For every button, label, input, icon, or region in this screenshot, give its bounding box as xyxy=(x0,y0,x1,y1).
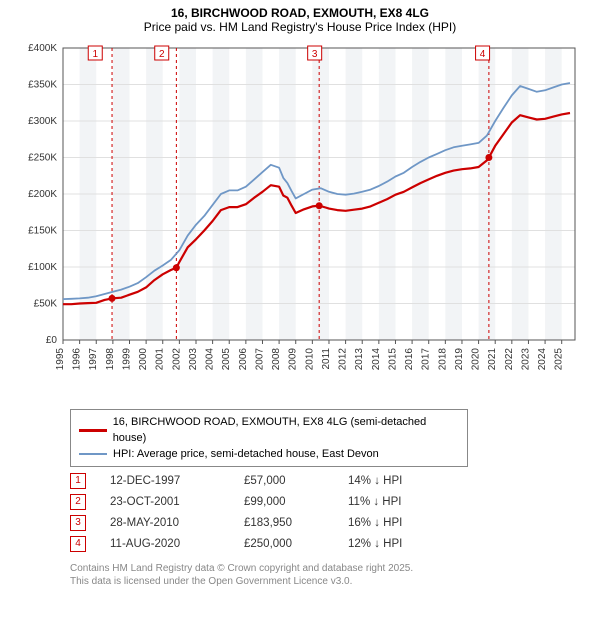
svg-text:2022: 2022 xyxy=(504,348,515,371)
price-chart-svg: £0 £50K £100K £150K £200K £250K £300K £350K £400… xyxy=(15,38,585,398)
legend: 16, BIRCHWOOD ROAD, EXMOUTH, EX8 4LG (se… xyxy=(70,409,468,467)
title-subtitle: Price paid vs. HM Land Registry's House … xyxy=(0,20,600,34)
svg-text:2007: 2007 xyxy=(254,348,265,371)
svg-text:2009: 2009 xyxy=(288,348,299,371)
footer-line2: This data is licensed under the Open Gov… xyxy=(70,575,570,588)
svg-text:1996: 1996 xyxy=(72,348,83,371)
footer-line1: Contains HM Land Registry data © Crown c… xyxy=(70,562,570,575)
svg-text:£300K: £300K xyxy=(28,116,57,127)
sale-row: 3 28-MAY-2010 £183,950 16% ↓ HPI xyxy=(70,515,600,531)
sale-price: £250,000 xyxy=(244,538,324,550)
svg-text:2006: 2006 xyxy=(238,348,249,371)
title-block: 16, BIRCHWOOD ROAD, EXMOUTH, EX8 4LG Pri… xyxy=(0,0,600,38)
svg-text:1999: 1999 xyxy=(121,348,132,371)
chart-area: £0 £50K £100K £150K £200K £250K £300K £350K £400… xyxy=(15,38,585,401)
svg-text:£400K: £400K xyxy=(28,43,57,54)
sale-date: 12-DEC-1997 xyxy=(110,475,220,487)
sale-delta: 14% ↓ HPI xyxy=(348,475,438,487)
svg-text:2: 2 xyxy=(159,49,165,60)
chart-container: 16, BIRCHWOOD ROAD, EXMOUTH, EX8 4LG Pri… xyxy=(0,0,600,620)
svg-text:1995: 1995 xyxy=(55,348,66,371)
svg-text:£100K: £100K xyxy=(28,262,57,273)
svg-text:2012: 2012 xyxy=(338,348,349,371)
svg-text:2024: 2024 xyxy=(537,348,548,371)
svg-text:£0: £0 xyxy=(46,335,58,346)
svg-text:£250K: £250K xyxy=(28,153,57,164)
sale-price: £183,950 xyxy=(244,517,324,529)
svg-text:3: 3 xyxy=(312,49,318,60)
sale-delta: 12% ↓ HPI xyxy=(348,538,438,550)
legend-label-hpi: HPI: Average price, semi-detached house,… xyxy=(113,446,379,462)
svg-text:1: 1 xyxy=(92,49,98,60)
svg-text:£150K: £150K xyxy=(28,226,57,237)
svg-text:2014: 2014 xyxy=(371,348,382,371)
svg-text:2016: 2016 xyxy=(404,348,415,371)
sale-number-badge: 3 xyxy=(70,515,86,531)
svg-text:2010: 2010 xyxy=(304,348,315,371)
sale-delta: 16% ↓ HPI xyxy=(348,517,438,529)
sale-date: 28-MAY-2010 xyxy=(110,517,220,529)
svg-text:2001: 2001 xyxy=(155,348,166,371)
svg-text:2025: 2025 xyxy=(554,348,565,371)
svg-text:£200K: £200K xyxy=(28,189,57,200)
legend-swatch-hpi xyxy=(79,453,107,455)
svg-text:2002: 2002 xyxy=(171,348,182,371)
sale-row: 1 12-DEC-1997 £57,000 14% ↓ HPI xyxy=(70,473,600,489)
sale-number-badge: 1 xyxy=(70,473,86,489)
svg-text:2015: 2015 xyxy=(387,348,398,371)
title-address: 16, BIRCHWOOD ROAD, EXMOUTH, EX8 4LG xyxy=(0,6,600,20)
sale-number-badge: 4 xyxy=(70,536,86,552)
svg-text:2008: 2008 xyxy=(271,348,282,371)
svg-text:2013: 2013 xyxy=(354,348,365,371)
sale-number-badge: 2 xyxy=(70,494,86,510)
svg-text:2023: 2023 xyxy=(520,348,531,371)
svg-text:2005: 2005 xyxy=(221,348,232,371)
svg-text:2004: 2004 xyxy=(205,348,216,371)
sale-date: 23-OCT-2001 xyxy=(110,496,220,508)
svg-text:4: 4 xyxy=(480,49,486,60)
legend-row-hpi: HPI: Average price, semi-detached house,… xyxy=(79,446,459,462)
sale-price: £99,000 xyxy=(244,496,324,508)
svg-text:2011: 2011 xyxy=(321,348,332,370)
sale-row: 2 23-OCT-2001 £99,000 11% ↓ HPI xyxy=(70,494,600,510)
legend-row-paid: 16, BIRCHWOOD ROAD, EXMOUTH, EX8 4LG (se… xyxy=(79,414,459,446)
sale-date: 11-AUG-2020 xyxy=(110,538,220,550)
svg-text:2000: 2000 xyxy=(138,348,149,371)
svg-text:2018: 2018 xyxy=(437,348,448,371)
sale-row: 4 11-AUG-2020 £250,000 12% ↓ HPI xyxy=(70,536,600,552)
legend-swatch-paid xyxy=(79,429,107,432)
sales-table: 1 12-DEC-1997 £57,000 14% ↓ HPI 2 23-OCT-2001… xyxy=(70,473,600,552)
svg-text:2017: 2017 xyxy=(421,348,432,371)
svg-text:1998: 1998 xyxy=(105,348,116,371)
svg-text:£50K: £50K xyxy=(34,299,58,310)
svg-text:2019: 2019 xyxy=(454,348,465,371)
svg-text:£350K: £350K xyxy=(28,80,57,91)
attribution-footer: Contains HM Land Registry data © Crown c… xyxy=(70,562,570,588)
svg-text:2003: 2003 xyxy=(188,348,199,371)
legend-label-paid: 16, BIRCHWOOD ROAD, EXMOUTH, EX8 4LG (se… xyxy=(113,414,459,446)
svg-text:2020: 2020 xyxy=(471,348,482,371)
svg-text:1997: 1997 xyxy=(88,348,99,371)
svg-text:2021: 2021 xyxy=(487,348,498,371)
sale-price: £57,000 xyxy=(244,475,324,487)
sale-delta: 11% ↓ HPI xyxy=(348,496,438,508)
